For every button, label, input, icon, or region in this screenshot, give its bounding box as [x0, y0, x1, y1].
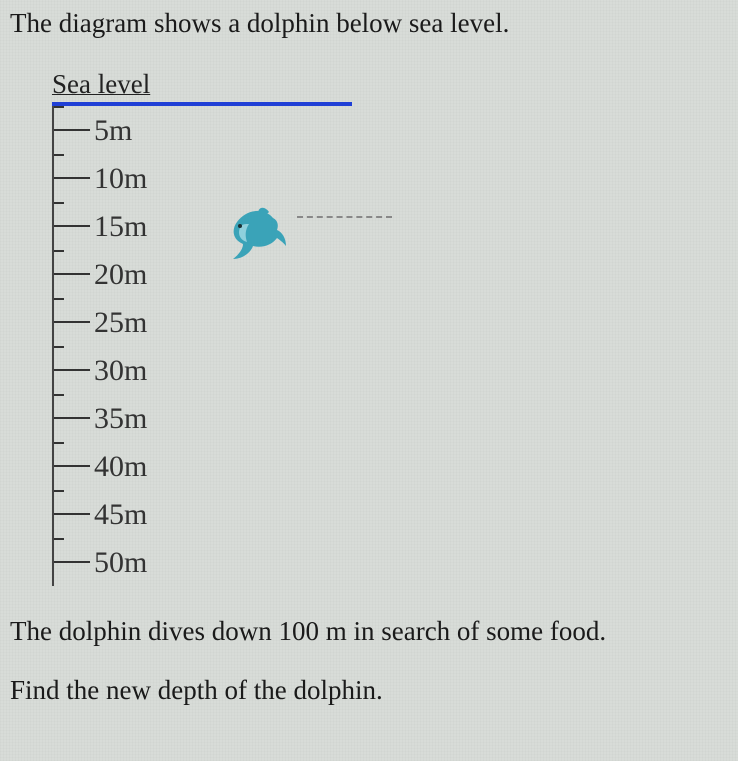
minus-sign — [72, 129, 90, 131]
tick-label: 20m — [72, 258, 147, 292]
dolphin-icon — [225, 204, 287, 260]
depth-ruler: 5m 10m 15m 20m 25m 30m 35m 40m 45m 50m — [52, 106, 738, 586]
minus-sign — [72, 417, 90, 419]
tick-value: 15m — [94, 210, 147, 243]
dolphin-depth-dash — [297, 216, 392, 218]
tick-value: 5m — [94, 114, 132, 147]
minus-sign — [72, 513, 90, 515]
minus-sign — [72, 273, 90, 275]
depth-tick: 5m — [54, 106, 738, 154]
minor-tick — [54, 154, 64, 156]
minus-sign — [72, 321, 90, 323]
depth-tick: 20m — [54, 250, 738, 298]
depth-diagram: 5m 10m 15m 20m 25m 30m 35m 40m 45m 50m — [52, 102, 738, 586]
minor-tick — [54, 442, 64, 444]
tick-label: 5m — [72, 114, 132, 148]
minus-sign — [72, 465, 90, 467]
depth-tick: 40m — [54, 442, 738, 490]
minus-sign — [72, 225, 90, 227]
depth-tick: 50m — [54, 538, 738, 586]
tick-value: 10m — [94, 162, 147, 195]
question-line-1: The dolphin dives down 100 m in search o… — [0, 616, 738, 647]
minor-tick — [54, 106, 64, 108]
question-line-2: Find the new depth of the dolphin. — [0, 675, 738, 706]
depth-tick: 35m — [54, 394, 738, 442]
depth-tick: 25m — [54, 298, 738, 346]
depth-tick: 30m — [54, 346, 738, 394]
minor-tick — [54, 490, 64, 492]
minor-tick — [54, 250, 64, 252]
intro-text: The diagram shows a dolphin below sea le… — [0, 0, 738, 39]
sea-level-label: Sea level — [52, 69, 738, 100]
minus-sign — [72, 177, 90, 179]
tick-label: 30m — [72, 354, 147, 388]
tick-label: 40m — [72, 450, 147, 484]
tick-value: 35m — [94, 402, 147, 435]
tick-value: 25m — [94, 306, 147, 339]
tick-value: 20m — [94, 258, 147, 291]
minor-tick — [54, 298, 64, 300]
depth-tick: 15m — [54, 202, 738, 250]
tick-label: 10m — [72, 162, 147, 196]
tick-label: 15m — [72, 210, 147, 244]
minor-tick — [54, 346, 64, 348]
tick-value: 30m — [94, 354, 147, 387]
minus-sign — [72, 369, 90, 371]
tick-label: 25m — [72, 306, 147, 340]
minor-tick — [54, 538, 64, 540]
minor-tick — [54, 394, 64, 396]
minus-sign — [72, 561, 90, 563]
depth-tick: 10m — [54, 154, 738, 202]
tick-value: 45m — [94, 498, 147, 531]
tick-label: 35m — [72, 402, 147, 436]
tick-label: 45m — [72, 498, 147, 532]
minor-tick — [54, 202, 64, 204]
tick-label: 50m — [72, 546, 147, 580]
depth-tick: 45m — [54, 490, 738, 538]
tick-value: 40m — [94, 450, 147, 483]
tick-value: 50m — [94, 546, 147, 579]
